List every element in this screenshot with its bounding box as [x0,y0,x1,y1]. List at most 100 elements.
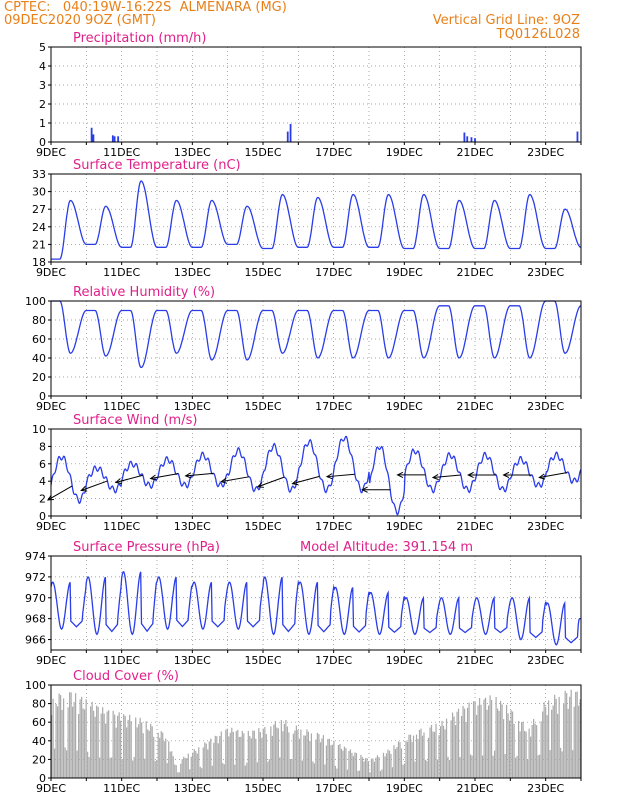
cloud-cover-bar [521,722,523,778]
cloud-cover-bar [211,765,213,778]
cloud-cover-bar [414,761,416,778]
cloud-cover-bar [124,715,126,778]
cloud-cover-bar [217,743,219,778]
cloud-cover-bar [304,735,306,778]
x-tick-label: 21DEC [456,520,493,533]
x-tick-label: 21DEC [456,146,493,159]
cloud-cover-bar [570,689,572,778]
cloud-cover-bar [55,703,57,778]
cloud-cover-bar [123,714,125,778]
cloud-cover-bar [510,710,512,778]
cloud-cover-bar [552,705,554,778]
cloud-cover-bar [208,741,210,778]
x-tick-label: 11DEC [103,782,140,795]
y-tick-label: 60 [32,716,46,729]
x-tick-label: 21DEC [456,400,493,413]
cloud-cover-bar [351,752,353,778]
panel-title: Cloud Cover (%) [73,669,179,684]
cloud-cover-bar [310,733,312,778]
cloud-cover-bar [572,750,574,778]
precip-bar [576,131,579,142]
cloud-cover-bar [198,747,200,778]
wind-arrow-head [46,494,54,501]
cloud-cover-bar [159,737,161,778]
wind-arrow-head [114,478,122,485]
cloud-cover-bar [103,713,105,778]
cloud-cover-bar [144,758,146,778]
x-tick-label: 23DEC [527,654,564,667]
x-tick-label: 13DEC [174,400,211,413]
cloud-cover-bar [268,759,270,778]
cloud-cover-bar [97,706,99,778]
cloud-cover-bar [451,712,454,778]
cloud-cover-bar [204,742,206,778]
cloud-cover-bar [82,708,84,778]
panel-background [51,47,581,142]
x-tick-label: 9DEC [36,400,66,413]
cloud-cover-bar [241,730,243,778]
cloud-cover-bar [542,711,544,778]
cloud-cover-bar [378,757,380,778]
panel-background [51,556,581,650]
y-tick-label: 8 [39,440,46,453]
cloud-cover-bar [415,734,418,778]
x-tick-label: 13DEC [174,146,211,159]
cloud-cover-bar [294,730,296,778]
y-tick-label: 80 [32,314,46,327]
x-tick-label: 9DEC [36,520,66,533]
wind-arrow-shaft [185,472,214,477]
cloud-cover-bar [576,691,578,778]
wind-arrow-head [256,482,264,488]
cloud-cover-bar [369,772,371,778]
cloud-cover-bar [453,716,455,778]
y-tick-label: 972 [25,571,46,584]
x-tick-label: 17DEC [315,782,352,795]
wind-arrow-shaft [221,476,249,483]
cloud-cover-bar [530,736,532,778]
y-tick-label: 5 [39,41,46,54]
cloud-cover-bar [539,754,541,778]
cloud-cover-bar [438,735,440,778]
cloud-cover-bar [558,696,560,778]
cloud-cover-bar [265,734,267,778]
cloud-cover-bar [442,725,445,778]
x-tick-label: 19DEC [386,520,423,533]
cloud-cover-bar [417,739,419,778]
wind-arrow-shaft [432,474,461,478]
y-tick-label: 6 [39,458,46,471]
cloud-cover-bar [117,715,119,778]
wind-arrow-shaft [47,485,73,501]
cloud-cover-bar [108,710,110,778]
y-tick-label: 24 [32,221,46,234]
cloud-cover-bar [106,711,108,778]
cloud-cover-bar [489,695,491,778]
cloud-cover-bar [522,721,524,778]
cloud-cover-bar [483,699,485,778]
cloud-cover-bar [193,749,195,778]
cloud-cover-bar [540,721,542,778]
cloud-cover-bar [364,758,367,778]
y-tick-label: 1 [39,117,46,130]
cloud-cover-bar [67,707,69,778]
x-tick-label: 15DEC [244,782,281,795]
cloud-cover-bar [340,748,343,778]
cloud-cover-bar [327,738,329,778]
precip-bar [463,132,466,142]
cloud-cover-bar [234,764,236,778]
panel-title: Precipitation (mm/h) [73,31,206,46]
cloud-cover-bar [114,714,116,778]
header-grid-note: Vertical Grid Line: 9OZ [432,13,580,28]
panel-1: 0 1 2 3 4 5 9DEC 11DEC 13DEC 15DEC 17DEC 19DEC 21DEC… [36,31,582,159]
cloud-cover-bar [531,725,533,778]
x-tick-label: 19DEC [386,654,423,667]
cloud-cover-bar [333,740,335,778]
cloud-cover-bar [226,728,228,778]
cloud-cover-bar [147,729,149,778]
cloud-cover-bar [354,752,356,778]
x-tick-label: 21DEC [456,266,493,279]
cloud-cover-bar [349,749,352,778]
cloud-cover-bar [145,721,147,778]
precip-bar [289,123,292,142]
cloud-cover-bar [60,695,62,778]
cloud-cover-bar [285,719,287,778]
